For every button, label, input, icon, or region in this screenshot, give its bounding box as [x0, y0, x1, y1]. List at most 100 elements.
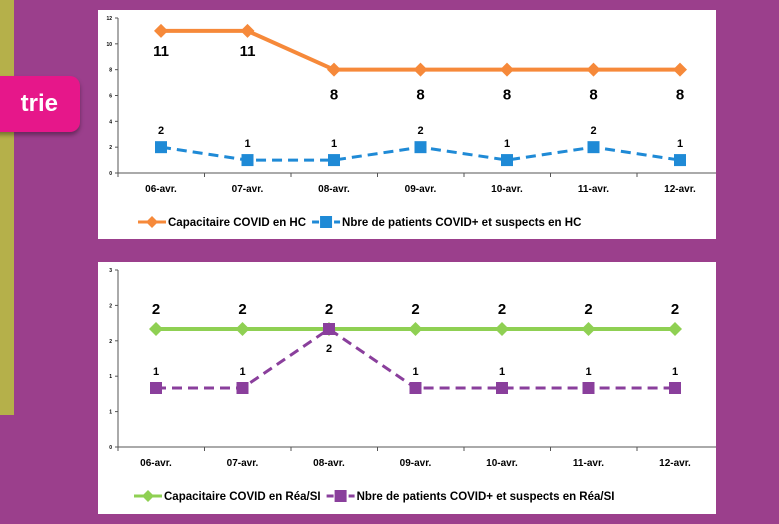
data-point [674, 154, 686, 167]
x-tick-label: 12-avr. [659, 458, 691, 469]
data-label: 8 [503, 87, 511, 104]
y-tick-label: 12 [106, 16, 112, 22]
data-label: 8 [676, 87, 684, 104]
data-point [149, 322, 163, 336]
data-label: 2 [584, 301, 592, 318]
x-tick-label: 07-avr. [232, 184, 264, 195]
x-tick-label: 07-avr. [227, 458, 259, 469]
data-label: 1 [331, 138, 337, 150]
left-accent-strip [0, 0, 14, 415]
x-tick-label: 11-avr. [573, 458, 604, 469]
data-point [408, 322, 423, 336]
series-0: 11 11 8 8 8 8 8 [153, 23, 687, 104]
series-1: 1 1 2 1 1 1 1 [150, 323, 681, 394]
data-point [241, 154, 254, 167]
y-tick-label: 2 [109, 145, 112, 151]
data-label: 1 [677, 138, 683, 150]
data-point [327, 62, 341, 77]
x-tick-label: 10-avr. [486, 458, 518, 469]
chart-panel-hc: 0 2 4 6 8 10 12 06-avr. 07-avr. 08-avr. 09-avr. 10-… [98, 10, 716, 239]
data-point [587, 141, 600, 154]
legend: Capacitaire COVID en HC Nbre de patients … [138, 216, 581, 229]
data-point [155, 141, 167, 154]
y-tick-label: 1 [109, 410, 112, 416]
data-label: 2 [158, 125, 164, 137]
x-tick-label: 06-avr. [140, 458, 172, 469]
data-label: 2 [590, 125, 596, 137]
data-point [581, 322, 596, 336]
data-point [413, 62, 428, 77]
data-label: 8 [589, 87, 597, 104]
section-badge: trie [0, 76, 80, 132]
data-label: 2 [671, 301, 679, 318]
legend-label-0: Capacitaire COVID en HC [168, 217, 306, 229]
y-tick-label: 8 [109, 68, 112, 74]
legend-diamond-icon [142, 490, 154, 502]
y-tick-label: 6 [109, 94, 112, 100]
data-point [495, 322, 509, 336]
y-tick-label: 3 [109, 268, 112, 274]
data-label: 2 [152, 301, 160, 318]
data-label: 2 [411, 301, 419, 318]
data-point [500, 62, 514, 77]
data-label: 8 [330, 87, 338, 104]
data-point [235, 322, 250, 336]
x-tick-label: 06-avr. [145, 184, 177, 195]
x-tick-label: 09-avr. [405, 184, 437, 195]
y-tick-label: 1 [109, 374, 112, 380]
series-line [156, 327, 675, 390]
series-0: 2 2 2 2 2 2 2 [149, 301, 682, 336]
data-label: 1 [585, 366, 591, 378]
data-point [154, 23, 168, 38]
legend-square-icon [334, 490, 347, 502]
y-tick-label: 10 [106, 42, 112, 48]
data-point [582, 382, 595, 394]
x-tick-label: 09-avr. [400, 458, 432, 469]
data-point [673, 62, 687, 77]
y-tick-label: 0 [109, 445, 112, 451]
x-tick-label: 12-avr. [664, 184, 696, 195]
data-label: 11 [240, 43, 256, 60]
y-tick-label: 2 [109, 339, 112, 345]
data-point [501, 154, 513, 167]
x-tick-label: 11-avr. [578, 184, 609, 195]
y-tick-label: 4 [109, 119, 112, 125]
data-label: 1 [672, 366, 678, 378]
y-tick-label: 0 [109, 171, 112, 177]
legend-label-0: Capacitaire COVID en Réa/SI [164, 491, 321, 503]
data-label: 2 [498, 301, 506, 318]
series-1: 2 1 1 2 1 2 1 [155, 125, 686, 167]
data-point [496, 382, 508, 394]
data-label: 1 [412, 366, 418, 378]
data-point [409, 382, 422, 394]
data-label: 1 [153, 366, 159, 378]
data-point [669, 382, 681, 394]
data-label: 11 [153, 43, 169, 60]
data-label: 1 [499, 366, 505, 378]
data-point [328, 154, 340, 167]
data-point [240, 23, 255, 38]
data-point [668, 322, 682, 336]
x-tick-label: 08-avr. [318, 184, 350, 195]
legend-square-icon [320, 216, 333, 228]
data-point [586, 62, 601, 77]
data-label: 2 [417, 125, 423, 137]
data-label: 1 [244, 138, 250, 150]
data-label: 1 [239, 366, 245, 378]
legend-label-1: Nbre de patients COVID+ et suspects en H… [342, 217, 581, 229]
data-point [150, 382, 162, 394]
y-tick-label: 2 [109, 303, 112, 309]
x-tick-label: 08-avr. [313, 458, 345, 469]
data-label: 2 [325, 301, 333, 318]
data-label: 8 [416, 87, 424, 104]
data-label: 2 [238, 301, 246, 318]
x-tick-label: 10-avr. [491, 184, 523, 195]
legend: Capacitaire COVID en Réa/SI Nbre de patie… [134, 490, 614, 503]
data-label: 1 [504, 138, 510, 150]
data-point [414, 141, 427, 154]
data-point [236, 382, 249, 394]
data-label: 2 [326, 343, 332, 355]
chart-panel-rea: 0 1 1 2 2 3 06-avr. 07-avr. 08-avr. 09-avr. 10-avr… [98, 262, 716, 514]
chart-rea: 0 1 1 2 2 3 06-avr. 07-avr. 08-avr. 09-avr. 10-avr… [109, 268, 716, 503]
